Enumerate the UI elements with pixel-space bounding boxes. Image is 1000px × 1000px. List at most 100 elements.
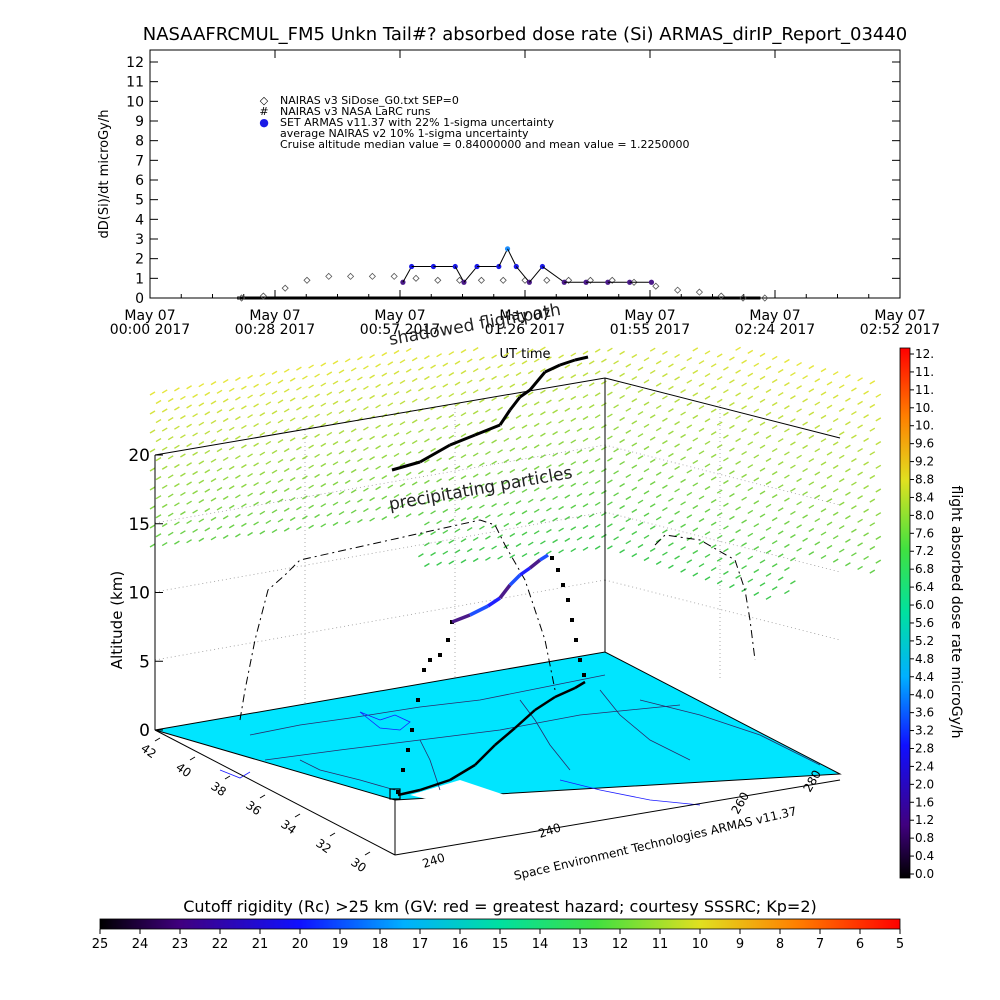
particle-dash xyxy=(308,364,314,369)
particle-dash xyxy=(857,424,863,429)
particle-dash xyxy=(753,568,760,574)
particle-dash xyxy=(436,540,442,546)
particle-dash xyxy=(448,518,455,523)
particle-dash xyxy=(222,437,229,442)
particle-dash xyxy=(546,377,552,383)
particle-dash xyxy=(283,487,290,493)
particle-dash xyxy=(167,493,174,498)
flight-dot xyxy=(556,568,560,572)
particle-dash xyxy=(723,366,729,371)
particle-dash xyxy=(820,391,827,396)
nairas-point xyxy=(674,286,682,294)
particle-dash xyxy=(174,483,180,488)
particle-dash xyxy=(357,376,363,381)
particle-dash xyxy=(155,399,162,405)
particle-dash xyxy=(228,387,235,392)
particle-dash xyxy=(405,492,412,497)
particle-dash xyxy=(692,369,699,374)
particle-dash xyxy=(350,448,357,453)
particle-dash xyxy=(601,424,607,429)
legend-text: SET ARMAS v11.37 with 22% 1-sigma uncert… xyxy=(280,116,554,129)
particle-dash xyxy=(174,425,180,430)
particle-dash xyxy=(802,444,808,449)
nairas-point xyxy=(695,288,703,296)
x-tick-label-time: 02:52 2017 xyxy=(860,322,940,338)
particle-dash xyxy=(607,369,613,374)
particle-dash xyxy=(875,417,882,422)
particle-dash xyxy=(149,467,156,472)
particle-dash xyxy=(509,554,516,559)
particle-dash xyxy=(643,556,650,562)
particle-dash xyxy=(832,394,839,399)
particle-dash xyxy=(485,472,491,477)
particle-dash xyxy=(753,385,760,390)
particle-dash xyxy=(466,484,473,490)
particle-dash xyxy=(753,477,760,482)
particle-dash xyxy=(668,519,674,525)
flight-segment xyxy=(528,558,542,570)
particle-dash xyxy=(259,471,266,476)
particle-dash xyxy=(289,477,296,482)
particle-dash xyxy=(149,486,156,491)
particle-dash xyxy=(729,447,735,452)
particle-dash xyxy=(241,385,247,390)
particle-dash xyxy=(747,464,754,469)
particle-dash xyxy=(863,532,869,537)
particle-dash xyxy=(643,534,650,539)
particle-dash xyxy=(149,505,156,510)
particle-dash xyxy=(509,468,516,474)
particle-dash xyxy=(802,537,808,542)
particle-dash xyxy=(735,392,741,397)
particle-dash xyxy=(460,370,467,375)
particle-dash xyxy=(747,555,754,560)
particle-dash xyxy=(869,427,876,432)
particle-dash xyxy=(649,347,656,352)
particle-dash xyxy=(277,419,284,424)
particle-dash xyxy=(503,373,510,379)
flight-segment xyxy=(451,613,471,624)
particle-dash xyxy=(222,417,229,423)
flight-dot xyxy=(574,638,578,642)
particle-dash xyxy=(637,366,644,371)
particle-dash xyxy=(405,513,412,518)
particle-dash xyxy=(613,360,619,365)
particle-dash xyxy=(729,561,735,566)
y-tick-label: 4 xyxy=(135,212,144,228)
bc-tick-label: 7 xyxy=(816,937,824,952)
particle-dash xyxy=(411,439,418,445)
particle-dash xyxy=(180,511,186,516)
particle-dash xyxy=(820,508,827,513)
particle-dash xyxy=(655,516,662,521)
particle-dash xyxy=(741,496,747,501)
bc-tick-label: 6 xyxy=(856,937,864,952)
particle-dash xyxy=(698,382,705,387)
particle-dash xyxy=(399,359,406,364)
particle-dash xyxy=(479,419,485,425)
particle-dash xyxy=(222,378,229,384)
particle-dash xyxy=(466,463,473,469)
particle-dash xyxy=(735,506,741,511)
particle-dash xyxy=(533,487,540,492)
particle-dash xyxy=(588,404,595,409)
y-tick-label: 3 xyxy=(135,232,144,248)
particle-dash xyxy=(503,522,510,528)
particle-dash xyxy=(674,465,680,471)
particle-dash xyxy=(765,365,772,370)
particle-dash xyxy=(552,474,558,479)
lon-tick-label: 240 xyxy=(537,820,563,840)
particle-dash xyxy=(784,428,790,433)
particle-dash xyxy=(698,450,705,455)
particle-dash xyxy=(174,444,180,449)
particle-dash xyxy=(448,560,455,565)
particle-dash xyxy=(344,358,351,363)
particle-dash xyxy=(460,412,467,417)
particle-dash xyxy=(820,368,827,373)
particle-dash xyxy=(296,366,302,371)
particle-dash xyxy=(418,553,424,558)
rc-tick-label: 6.4 xyxy=(915,580,934,594)
particle-dash xyxy=(436,415,442,420)
particle-dash xyxy=(277,399,284,404)
particle-dash xyxy=(662,439,668,445)
particle-dash xyxy=(546,464,552,469)
particle-dash xyxy=(777,415,784,420)
